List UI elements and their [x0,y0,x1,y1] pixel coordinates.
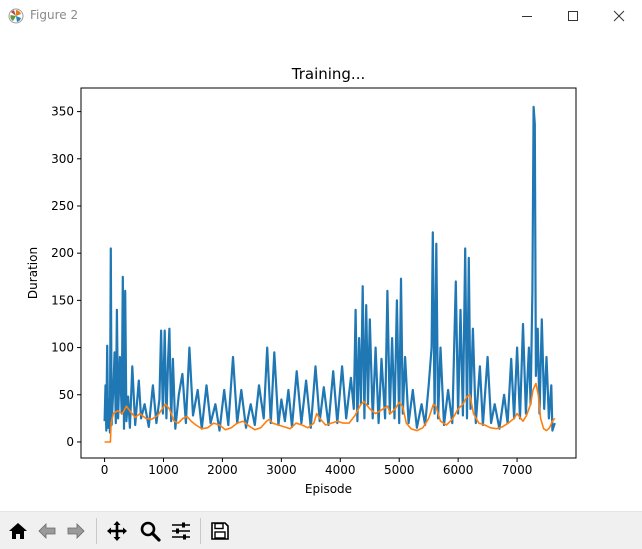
move-icon [107,521,127,541]
x-axis-label: Episode [305,482,352,496]
pan-button[interactable] [103,517,131,545]
window-title: Figure 2 [30,8,79,22]
minimize-button[interactable] [504,0,550,31]
x-tick-label: 4000 [325,463,356,477]
configure-subplots-button[interactable] [167,517,195,545]
forward-button[interactable] [62,517,90,545]
y-tick-label: 0 [66,435,74,449]
minimize-icon [522,15,532,17]
y-tick-label: 250 [51,199,74,213]
matplotlib-logo-icon [8,8,24,24]
x-tick-label: 6000 [443,463,474,477]
floppy-disk-icon [211,522,229,540]
y-axis-label: Duration [26,247,40,299]
training-chart: 0 1000 2000 3000 4000 5000 6000 7000 0 50 100 150 20… [26,65,577,496]
y-tick-label: 350 [51,105,74,119]
save-button[interactable] [206,517,234,545]
series-line-0 [103,105,556,434]
maximize-button[interactable] [550,0,596,31]
chart-title: Training... [291,65,366,83]
x-tick-label: 3000 [266,463,297,477]
x-tick-label: 0 [101,463,109,477]
maximize-icon [568,10,578,21]
close-button[interactable] [596,0,642,31]
y-tick-label: 150 [51,293,74,307]
x-tick-label: 7000 [502,463,533,477]
y-tick-label: 200 [51,246,74,260]
y-tick-label: 100 [51,341,74,355]
x-tick-label: 1000 [148,463,179,477]
y-tick-label: 50 [59,388,74,402]
window-titlebar: Figure 2 [0,0,642,31]
x-tick-label: 5000 [384,463,415,477]
axes-frame [80,87,577,459]
toolbar-separator [96,518,97,544]
home-icon [9,523,27,539]
y-tick-label: 300 [51,152,74,166]
back-button[interactable] [33,517,61,545]
zoom-button[interactable] [136,517,164,545]
home-button[interactable] [4,517,32,545]
magnifier-icon [140,521,161,542]
figure-canvas[interactable]: 0 1000 2000 3000 4000 5000 6000 7000 0 50 100 150 20… [0,31,642,511]
forward-arrow-icon [67,523,85,539]
toolbar-separator [200,518,201,544]
sliders-icon [172,522,190,540]
x-tick-label: 2000 [207,463,238,477]
navigation-toolbar [0,511,642,549]
back-arrow-icon [38,523,56,539]
series-line-1 [104,382,556,443]
close-icon [613,10,625,21]
